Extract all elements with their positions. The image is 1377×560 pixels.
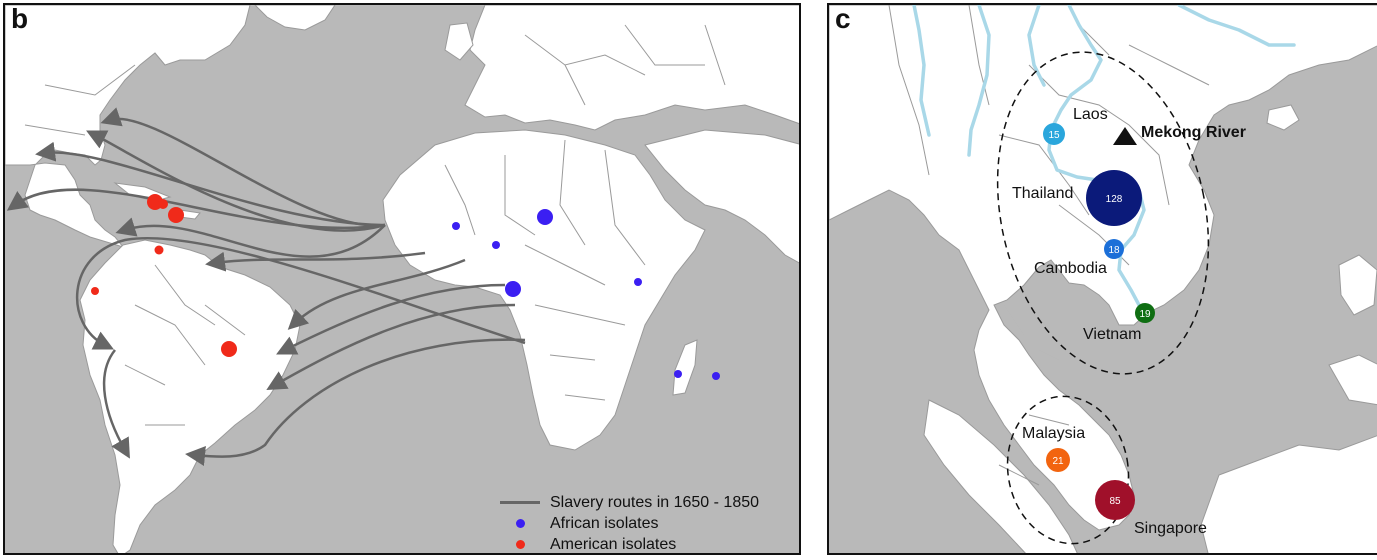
african-isolate-dot bbox=[712, 372, 720, 380]
country-label-thailand: Thailand bbox=[1012, 185, 1073, 202]
legend-dot-swatch-american bbox=[500, 540, 540, 549]
landmass-middle-east bbox=[644, 129, 799, 264]
american-isolate-dot bbox=[168, 207, 184, 223]
route-line bbox=[115, 217, 386, 258]
legend-item-african: African isolates bbox=[500, 513, 759, 534]
landmass-borneo bbox=[1200, 435, 1377, 553]
count-circle-thailand bbox=[1086, 170, 1142, 226]
count-circle-laos bbox=[1043, 123, 1065, 145]
route-line bbox=[205, 251, 426, 272]
count-circle-malaysia bbox=[1046, 448, 1070, 472]
panel-letter-c: c bbox=[835, 3, 851, 34]
african-isolate-dot bbox=[492, 241, 500, 249]
river-north bbox=[1027, 5, 1046, 87]
landmass-europe bbox=[464, 5, 799, 131]
route-line bbox=[287, 258, 466, 330]
landmass-british-isles bbox=[444, 22, 474, 61]
country-label-cambodia: Cambodia bbox=[1034, 260, 1107, 277]
mekong-river bbox=[1047, 5, 1146, 319]
rivers bbox=[912, 5, 1296, 319]
african-isolate-dot bbox=[452, 222, 460, 230]
route-line bbox=[86, 130, 386, 232]
slavery-routes bbox=[6, 107, 526, 466]
salween-river bbox=[967, 5, 991, 157]
gulf-of-thailand bbox=[1004, 290, 1099, 360]
route-line bbox=[185, 338, 526, 466]
count-circle-singapore bbox=[1095, 480, 1135, 520]
legend-line-swatch bbox=[500, 501, 540, 504]
country-label-singapore: Singapore bbox=[1134, 520, 1207, 537]
country-label-malaysia: Malaysia bbox=[1022, 425, 1085, 442]
route-line bbox=[266, 303, 516, 390]
country-label-laos: Laos bbox=[1073, 106, 1108, 123]
american-isolate-dot bbox=[91, 287, 99, 295]
landmass-philippines bbox=[1328, 254, 1377, 406]
panel-c-southeast-asia-map: 15 128 18 19 21 85 Laos Thailand Cambodi… bbox=[827, 3, 1377, 555]
isolates bbox=[91, 194, 720, 380]
mekong-river-marker-icon bbox=[1113, 127, 1137, 145]
count-label-vietnam: 19 bbox=[1139, 309, 1151, 320]
cluster-boundary-indochina bbox=[996, 51, 1210, 375]
legend-label-african: African isolates bbox=[550, 514, 659, 532]
route-line bbox=[102, 349, 130, 459]
count-label-laos: 15 bbox=[1048, 130, 1060, 141]
landmass-madagascar bbox=[672, 339, 698, 396]
african-isolate-dot bbox=[674, 370, 682, 378]
country-label-vietnam: Vietnam bbox=[1083, 326, 1141, 343]
legend-label-american: American isolates bbox=[550, 535, 677, 553]
count-label-thailand: 128 bbox=[1106, 194, 1123, 205]
landmass-north-america bbox=[5, 5, 251, 248]
red-river bbox=[1177, 5, 1296, 47]
african-isolate-dot bbox=[634, 278, 642, 286]
route-line bbox=[35, 141, 386, 227]
country-labels: Laos Thailand Cambodia Vietnam Malaysia … bbox=[1012, 106, 1246, 537]
panel-b-atlantic-map: b Slavery routes in 1650 - 1850 African … bbox=[3, 3, 801, 555]
legend-dot-swatch-african bbox=[500, 519, 540, 528]
panel-letter-b: b bbox=[11, 3, 29, 34]
mekong-river-label: Mekong River bbox=[1141, 124, 1246, 141]
route-line bbox=[276, 283, 506, 355]
map-legend: Slavery routes in 1650 - 1850 African is… bbox=[500, 492, 759, 553]
african-isolate-dot bbox=[505, 281, 521, 297]
atlantic-map-svg bbox=[5, 5, 799, 553]
legend-label-routes: Slavery routes in 1650 - 1850 bbox=[550, 493, 760, 511]
irrawaddy-river bbox=[912, 5, 931, 137]
cluster-boundary-malaysia-singapore bbox=[1006, 395, 1130, 545]
count-label-malaysia: 21 bbox=[1052, 456, 1064, 467]
landmass-mainland-southeast-asia bbox=[829, 5, 1377, 531]
count-label-cambodia: 18 bbox=[1108, 245, 1120, 256]
american-isolate-dot bbox=[221, 341, 237, 357]
route-line bbox=[6, 188, 386, 230]
route-line bbox=[75, 236, 526, 350]
count-label-singapore: 85 bbox=[1109, 496, 1121, 507]
landmass-hainan bbox=[1266, 104, 1300, 131]
landmass-south-america bbox=[79, 239, 301, 553]
american-isolate-dot bbox=[154, 245, 164, 255]
landmass-greenland-canada-north bbox=[254, 5, 336, 31]
american-isolate-dot bbox=[158, 199, 168, 209]
legend-item-american: American isolates bbox=[500, 534, 759, 553]
count-circles: 15 128 18 19 21 85 bbox=[1043, 123, 1155, 520]
african-isolate-dot bbox=[537, 209, 553, 225]
southeast-asia-map-svg: 15 128 18 19 21 85 Laos Thailand Cambodi… bbox=[829, 5, 1377, 553]
country-borders bbox=[24, 24, 726, 426]
legend-item-routes: Slavery routes in 1650 - 1850 bbox=[500, 492, 759, 513]
landmass-sumatra bbox=[923, 399, 1078, 553]
count-circle-vietnam bbox=[1135, 303, 1155, 323]
landmass-africa bbox=[382, 129, 706, 451]
count-circle-cambodia bbox=[1104, 239, 1124, 259]
